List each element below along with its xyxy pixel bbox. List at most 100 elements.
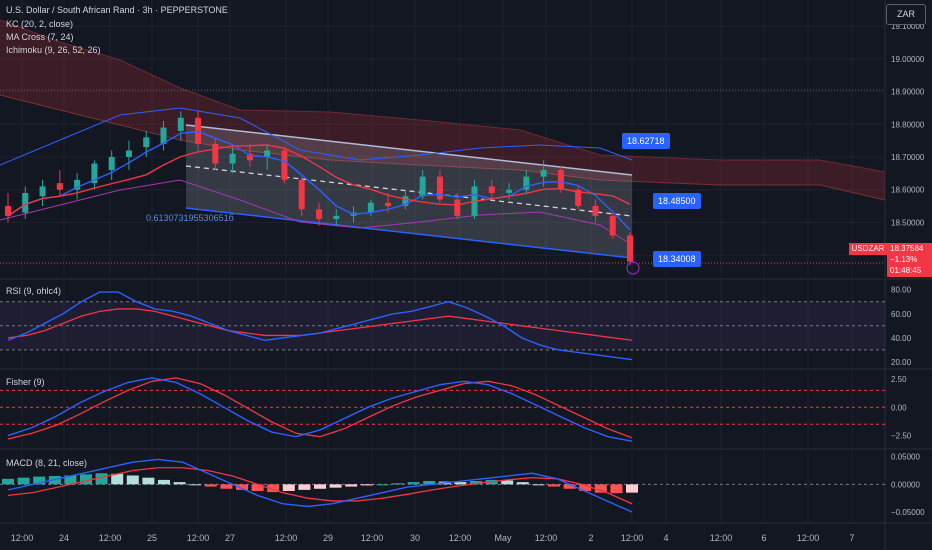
ma-slow-line: [7, 144, 631, 217]
macd-histogram-bar: [80, 474, 92, 485]
y-tick-label: 18.80000: [891, 120, 925, 129]
candle-body: [39, 186, 46, 197]
y-tick-label: 60.00: [891, 310, 912, 319]
fisher-trigger-line: [7, 377, 633, 440]
macd-title[interactable]: MACD (8, 21, close): [6, 458, 88, 468]
channel-upper-line: [185, 124, 633, 176]
x-tick-label: 30: [410, 533, 420, 543]
rsi-title[interactable]: RSI (9, ohlc4): [6, 286, 62, 296]
callout-mid: 18.48500: [653, 193, 701, 209]
candle-body: [316, 209, 322, 220]
macd-histogram-bar: [579, 484, 592, 491]
x-tick-label: 2: [588, 533, 593, 543]
candle-body: [264, 150, 271, 157]
macd-histogram-bar: [392, 483, 404, 485]
callout-upper: 18.62718: [622, 133, 670, 149]
y-tick-label: 2.50: [891, 375, 907, 384]
y-tick-label: 19.10000: [891, 22, 925, 31]
candle-body: [609, 215, 616, 236]
candle-body: [74, 179, 81, 190]
y-tick-label: 19.00000: [891, 55, 925, 64]
macd-histogram-bar: [548, 484, 560, 487]
candle-body: [229, 153, 236, 164]
x-tick-label: 25: [147, 533, 157, 543]
macd-histogram-bar: [95, 473, 108, 485]
legend-kc[interactable]: KC (20, 2, close): [6, 19, 74, 29]
macd-histogram-bar: [516, 482, 529, 485]
macd-histogram-bar: [298, 484, 311, 490]
legend-ma-cross[interactable]: MA Cross (7, 24): [6, 32, 74, 42]
x-tick-label: 6: [761, 533, 766, 543]
candle-body: [575, 189, 582, 207]
candle-body: [506, 189, 513, 193]
x-tick-label: 7: [849, 533, 854, 543]
channel-lower-line: [185, 207, 633, 259]
macd-histogram-bar: [142, 477, 155, 485]
macd-histogram-bar: [626, 484, 638, 493]
macd-histogram-bar: [329, 484, 342, 488]
symbol-tag: USDZAR: [849, 243, 887, 255]
x-tick-label: 12:00: [99, 533, 122, 543]
macd-histogram-bar: [407, 482, 420, 485]
y-tick-label: 18.60000: [891, 186, 925, 195]
x-tick-label: 12:00: [535, 533, 558, 543]
macd-histogram-bar: [470, 481, 482, 485]
macd-histogram-bar: [563, 484, 576, 489]
macd-histogram-bar: [158, 479, 170, 485]
x-tick-label: 27: [225, 533, 235, 543]
macd-histogram-bar: [236, 484, 248, 490]
candle-body: [557, 170, 564, 190]
x-tick-label: 12:00: [449, 533, 472, 543]
candle-body: [454, 199, 461, 216]
ma-fast-line: [7, 130, 631, 231]
y-tick-label: 0.00000: [891, 480, 920, 489]
macd-histogram-bar: [360, 484, 373, 486]
y-tick-label: −2.50: [891, 432, 912, 441]
candle-body: [419, 176, 426, 197]
macd-line: [7, 458, 633, 513]
macd-histogram-bar: [126, 475, 139, 485]
candle-body: [436, 176, 443, 200]
x-tick-label: 12:00: [797, 533, 820, 543]
candle-body: [195, 117, 202, 144]
macd-histogram-bar: [64, 475, 77, 485]
macd-histogram-bar: [594, 484, 607, 493]
macd-histogram-bar: [111, 473, 124, 485]
candle-body: [246, 153, 253, 161]
y-tick-label: 0.00: [891, 403, 907, 412]
chart-title: U.S. Dollar / South African Rand · 3h · …: [6, 5, 228, 15]
y-tick-label: 0.05000: [891, 453, 920, 462]
macd-histogram-bar: [251, 484, 264, 491]
candle-body: [125, 150, 132, 157]
x-tick-label: 29: [323, 533, 333, 543]
y-tick-label: 20.00: [891, 358, 912, 367]
alert-icon: [626, 261, 640, 275]
x-tick-label: 12:00: [710, 533, 733, 543]
fib-label: 0.613073195530651б: [146, 213, 234, 223]
candle-body: [212, 143, 219, 164]
fisher-title[interactable]: Fisher (9): [6, 377, 45, 387]
macd-histogram-bar: [345, 484, 358, 487]
candle-body: [143, 137, 150, 148]
ichimoku-span-b: [0, 94, 886, 201]
y-tick-label: 80.00: [891, 286, 912, 295]
macd-histogram-bar: [204, 484, 217, 487]
candle-body: [177, 117, 184, 131]
rsi-line: [7, 291, 633, 361]
legend-ichimoku[interactable]: Ichimoku (9, 26, 52, 26): [6, 45, 101, 55]
x-tick-label: May: [494, 533, 512, 543]
candle-body: [385, 202, 392, 207]
macd-histogram-bar: [33, 476, 46, 485]
macd-histogram-bar: [423, 481, 436, 485]
x-tick-label: 24: [59, 533, 69, 543]
candle-body: [298, 179, 305, 210]
macd-histogram-bar: [173, 482, 186, 485]
macd-histogram-bar: [376, 484, 389, 486]
macd-histogram-bar: [501, 480, 514, 485]
x-tick-label: 12:00: [621, 533, 644, 543]
candle-body: [488, 186, 495, 193]
macd-histogram-bar: [532, 484, 545, 486]
callout-lower: 18.34008: [653, 251, 701, 267]
currency-button[interactable]: ZAR: [886, 4, 926, 25]
